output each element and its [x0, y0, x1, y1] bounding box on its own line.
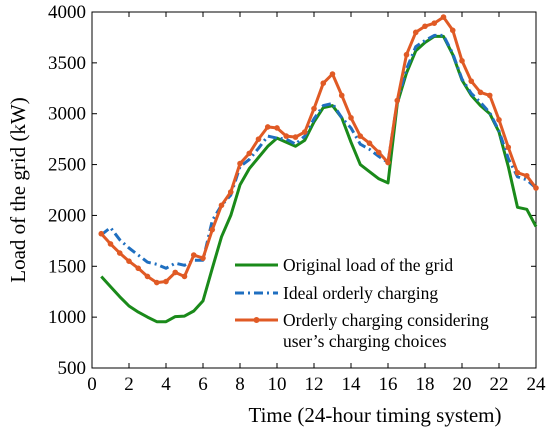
series-point-3	[98, 230, 105, 237]
x-tick-label: 12	[305, 374, 324, 395]
y-tick-label: 500	[58, 358, 87, 379]
series-point-3	[292, 134, 299, 140]
series-point-3	[403, 51, 410, 58]
series-point-3	[357, 133, 364, 139]
series-line-3	[100, 15, 538, 285]
series-point-3	[283, 133, 290, 139]
x-tick-label: 20	[453, 374, 472, 395]
x-axis-title: Time (24-hour timing system)	[249, 403, 502, 427]
series-point-3	[218, 202, 225, 209]
series-point-3	[412, 29, 419, 36]
series-point-3	[533, 185, 539, 191]
series-point-3	[477, 89, 484, 96]
y-tick-label: 1000	[48, 307, 86, 328]
series-point-3	[163, 278, 169, 285]
series-point-3	[440, 14, 447, 20]
series-point-3	[144, 273, 151, 280]
x-tick-label: 6	[198, 374, 208, 395]
x-tick-label: 16	[379, 374, 398, 395]
series-point-3	[264, 124, 271, 130]
x-tick-label: 0	[87, 374, 97, 395]
series-point-3	[329, 71, 336, 77]
series-point-3	[366, 140, 373, 147]
series-point-3	[523, 172, 530, 179]
y-tick-label: 3000	[48, 104, 86, 125]
series-point-3	[449, 27, 456, 34]
series-point-3	[200, 255, 206, 261]
y-tick-label: 3500	[48, 53, 86, 74]
series-point-3	[274, 125, 280, 131]
series-point-3	[385, 159, 391, 166]
series-point-3	[126, 258, 132, 265]
y-tick-label: 2500	[48, 155, 86, 176]
x-tick-label: 8	[235, 374, 245, 395]
y-axis-title: Load of the grid (kW)	[6, 97, 30, 282]
series-point-3	[311, 105, 317, 112]
series-point-3	[338, 92, 345, 99]
x-tick-label: 10	[268, 374, 287, 395]
y-axis: 500 1000 1500 2000 2500 3000 3500 4000	[48, 2, 536, 379]
y-tick-label: 4000	[48, 2, 86, 23]
series-point-3	[227, 189, 234, 195]
legend-label-3: Orderly charging considering	[283, 310, 489, 330]
series-point-3	[459, 58, 465, 64]
y-tick-label: 2000	[48, 205, 86, 226]
series-point-3	[172, 269, 179, 276]
x-tick-label: 4	[161, 374, 171, 395]
series-point-3	[375, 149, 382, 156]
series-point-3	[431, 20, 438, 26]
series-point-3	[394, 97, 401, 104]
y-tick-label: 1500	[48, 256, 86, 277]
legend-marker	[253, 317, 260, 323]
series-point-3	[181, 273, 188, 280]
series-line-1	[100, 34, 538, 324]
legend-label-3: user’s charging choices	[283, 331, 447, 351]
series-point-3	[301, 129, 308, 135]
legend-label-2: Ideal orderly charging	[283, 283, 438, 303]
series-point-3	[237, 160, 243, 167]
series-point-3	[486, 92, 493, 99]
series-point-3	[320, 80, 327, 86]
series-point-3	[505, 144, 512, 151]
series-point-3	[153, 279, 160, 286]
series-point-3	[116, 250, 123, 256]
series-point-3	[422, 23, 428, 30]
series-point-3	[496, 117, 502, 123]
series-layer	[98, 14, 539, 324]
series-line-2	[100, 33, 537, 270]
series-point-3	[348, 114, 354, 121]
series-point-3	[246, 150, 253, 157]
x-tick-label: 24	[527, 374, 547, 395]
x-axis: 0 2 4 6 8 10 12 14 16 18 20 22 24	[87, 12, 546, 395]
x-tick-label: 22	[490, 374, 509, 395]
series-point-3	[209, 226, 216, 233]
x-tick-label: 14	[342, 374, 362, 395]
series-point-3	[514, 169, 521, 176]
legend: Original load of the grid Ideal orderly c…	[235, 255, 489, 351]
x-tick-label: 2	[124, 374, 134, 395]
series-point-3	[255, 136, 262, 142]
series-point-3	[135, 265, 142, 272]
series-point-3	[468, 78, 475, 84]
legend-label-1: Original load of the grid	[283, 255, 453, 275]
x-tick-label: 18	[416, 374, 435, 395]
series-point-3	[107, 241, 114, 247]
series-point-3	[190, 252, 197, 258]
